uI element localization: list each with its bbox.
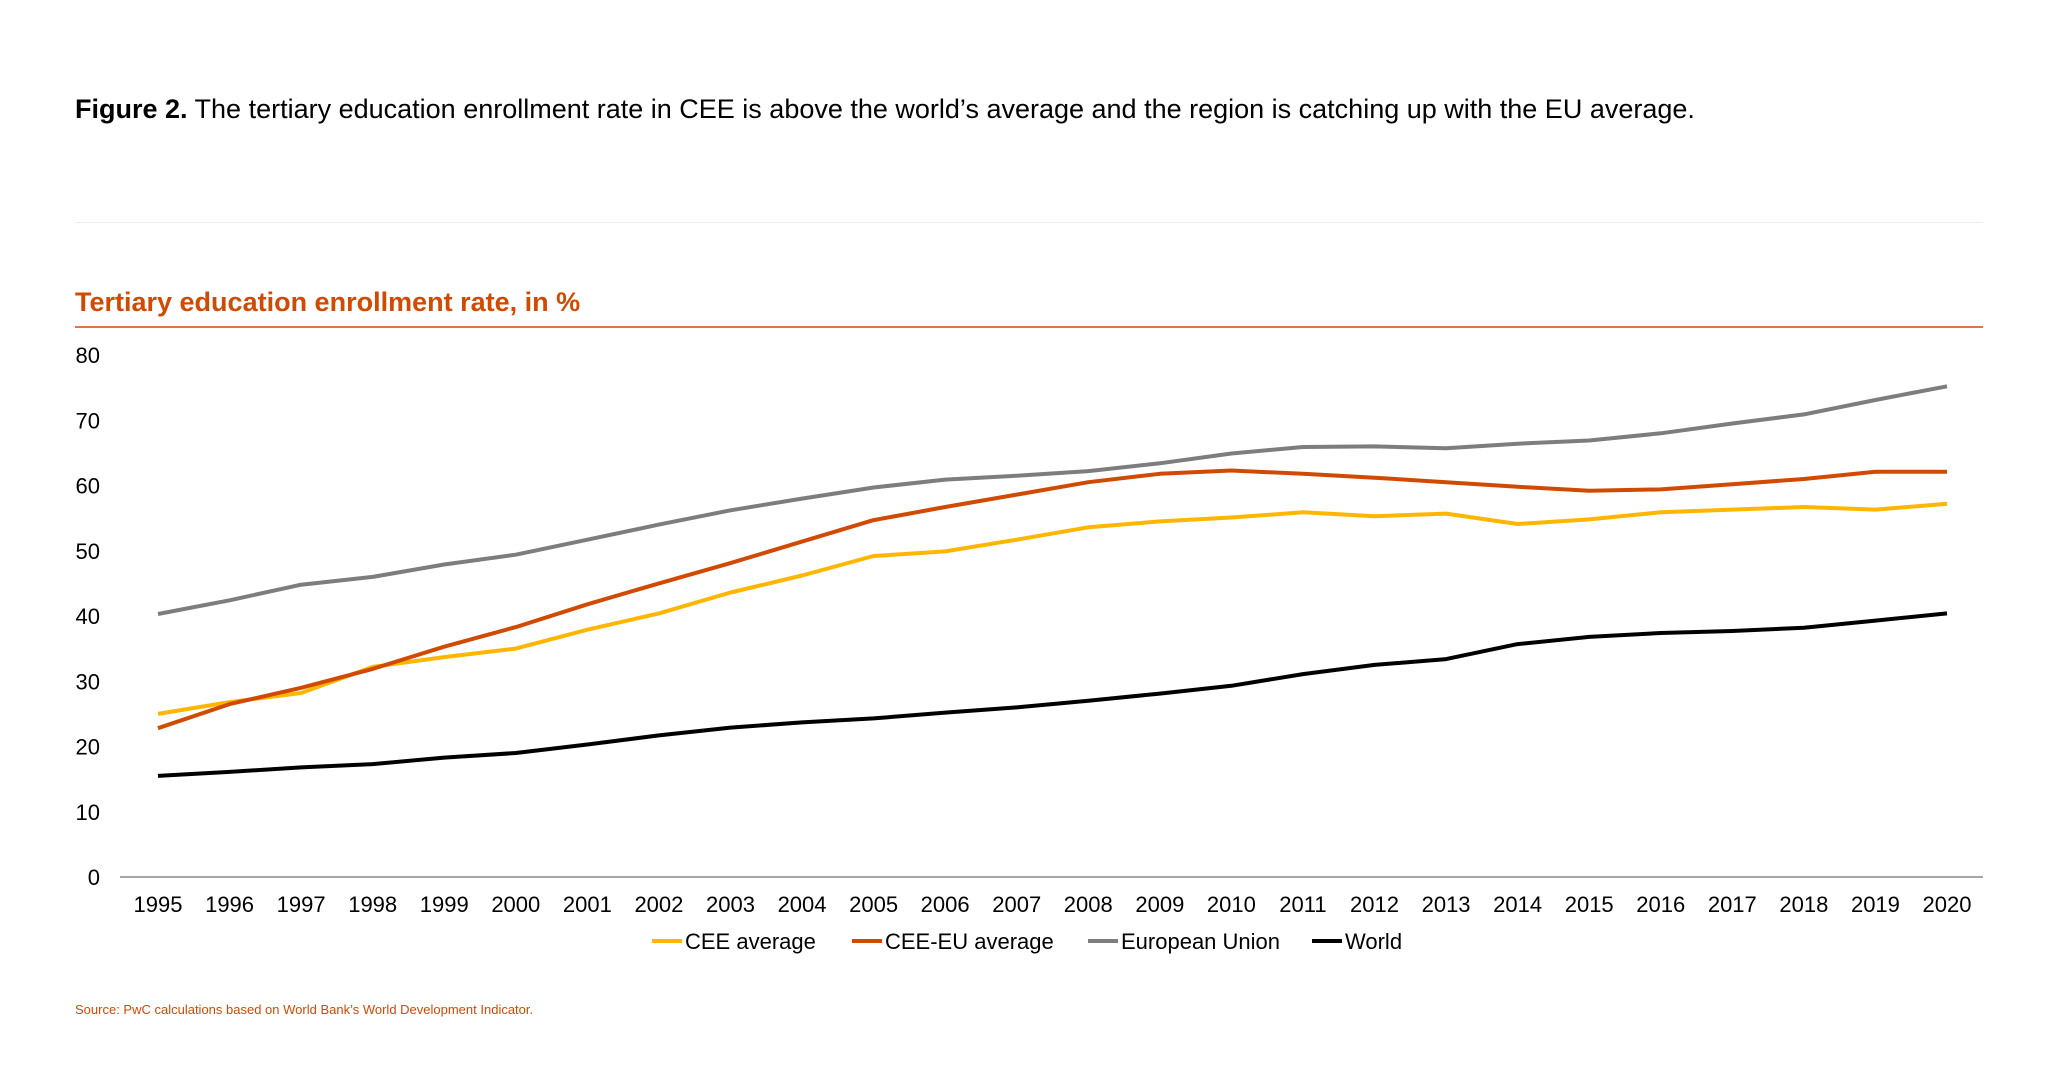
x-tick-label: 1999 [420, 892, 469, 917]
legend-label: World [1345, 929, 1402, 954]
y-tick-label: 10 [76, 800, 100, 825]
x-tick-label: 1997 [277, 892, 326, 917]
x-tick-label: 2001 [563, 892, 612, 917]
x-tick-label: 2008 [1064, 892, 1113, 917]
x-tick-label: 2007 [992, 892, 1041, 917]
figure-caption-text: The tertiary education enrollment rate i… [194, 94, 1695, 124]
x-tick-label: 2010 [1207, 892, 1256, 917]
x-tick-label: 2003 [706, 892, 755, 917]
x-tick-label: 2009 [1135, 892, 1184, 917]
y-tick-label: 40 [76, 604, 100, 629]
x-tick-label: 2015 [1565, 892, 1614, 917]
y-tick-label: 50 [76, 539, 100, 564]
x-tick-label: 2017 [1708, 892, 1757, 917]
y-tick-label: 60 [76, 474, 100, 499]
series-line-cee-eu-average [157, 468, 1947, 731]
y-tick-label: 70 [76, 408, 100, 433]
y-tick-label: 80 [76, 343, 100, 368]
x-tick-label: 1998 [348, 892, 397, 917]
x-tick-label: 2020 [1923, 892, 1972, 917]
x-tick-label: 1996 [205, 892, 254, 917]
x-tick-label: 2004 [778, 892, 827, 917]
x-tick-label: 2000 [491, 892, 540, 917]
x-tick-label: 2018 [1779, 892, 1828, 917]
x-tick-label: 2013 [1422, 892, 1471, 917]
x-tick-label: 2016 [1636, 892, 1685, 917]
x-tick-label: 2019 [1851, 892, 1900, 917]
x-tick-label: 2006 [921, 892, 970, 917]
source-note: Source: PwC calculations based on World … [75, 1002, 534, 1017]
figure-caption: Figure 2. The tertiary education enrollm… [75, 94, 1695, 125]
y-tick-label: 20 [76, 735, 100, 760]
series-line-world [157, 611, 1948, 778]
chart-title: Tertiary education enrollment rate, in % [75, 287, 581, 317]
x-tick-label: 2014 [1493, 892, 1542, 917]
x-tick-label: 2005 [849, 892, 898, 917]
series-line-european-union [157, 384, 1948, 616]
legend-label: CEE average [685, 929, 816, 954]
legend-label: European Union [1121, 929, 1280, 954]
figure-label: Figure 2. [75, 94, 188, 124]
y-tick-label: 0 [88, 865, 100, 890]
legend-label: CEE-EU average [885, 929, 1054, 954]
y-tick-label: 30 [76, 669, 100, 694]
series-line-cee-average [157, 501, 1948, 716]
x-tick-label: 2012 [1350, 892, 1399, 917]
x-tick-label: 2011 [1279, 892, 1326, 917]
x-tick-label: 1995 [134, 892, 183, 917]
x-tick-label: 2002 [634, 892, 683, 917]
divider [75, 222, 1983, 223]
